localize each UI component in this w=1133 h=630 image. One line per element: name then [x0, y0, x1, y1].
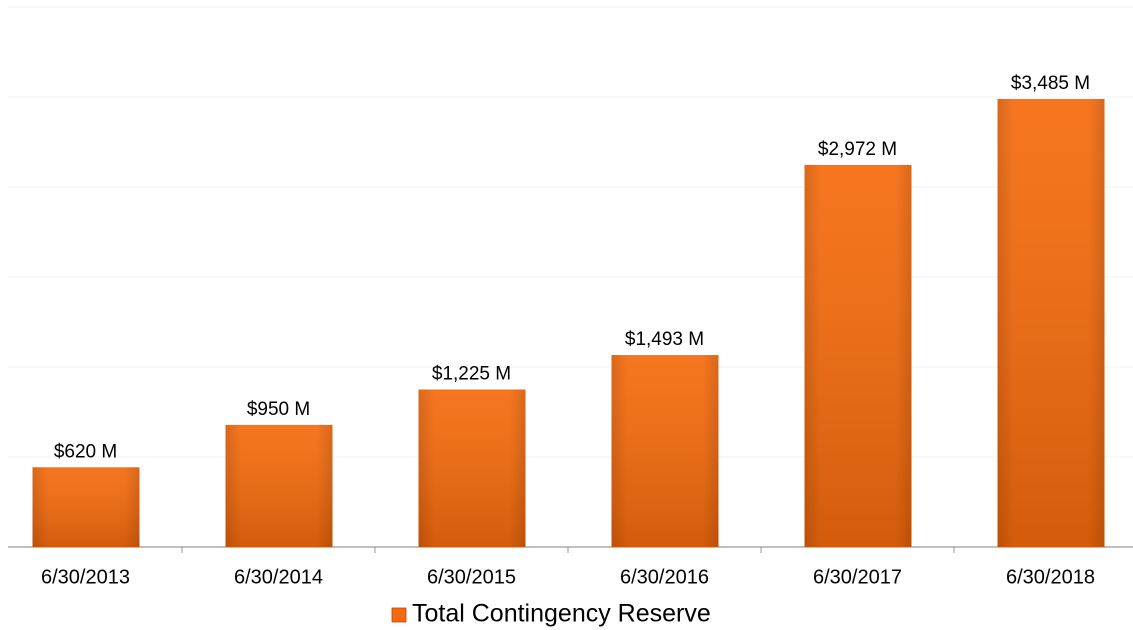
x-tick-label: 6/30/2013	[41, 566, 130, 588]
x-tick-label: 6/30/2017	[813, 566, 902, 588]
bar-edge	[225, 424, 333, 547]
value-label: $620 M	[54, 441, 117, 462]
value-label: $1,493 M	[625, 329, 704, 350]
bar-edge	[418, 389, 526, 547]
bar-edge	[32, 467, 140, 547]
value-label: $1,225 M	[432, 364, 511, 385]
x-tick-label: 6/30/2015	[427, 566, 516, 588]
x-tick-label: 6/30/2018	[1006, 566, 1095, 588]
legend-label: Total Contingency Reserve	[412, 600, 711, 628]
bar-edge	[611, 355, 719, 547]
value-label: $3,485 M	[1011, 73, 1090, 94]
legend-swatch	[391, 607, 407, 623]
value-label: $2,972 M	[818, 139, 897, 160]
x-tick-label: 6/30/2016	[620, 566, 709, 588]
bar-edge	[997, 98, 1105, 547]
x-tick-label: 6/30/2014	[234, 566, 323, 588]
bar-edge	[804, 164, 912, 547]
value-label: $950 M	[247, 399, 310, 420]
